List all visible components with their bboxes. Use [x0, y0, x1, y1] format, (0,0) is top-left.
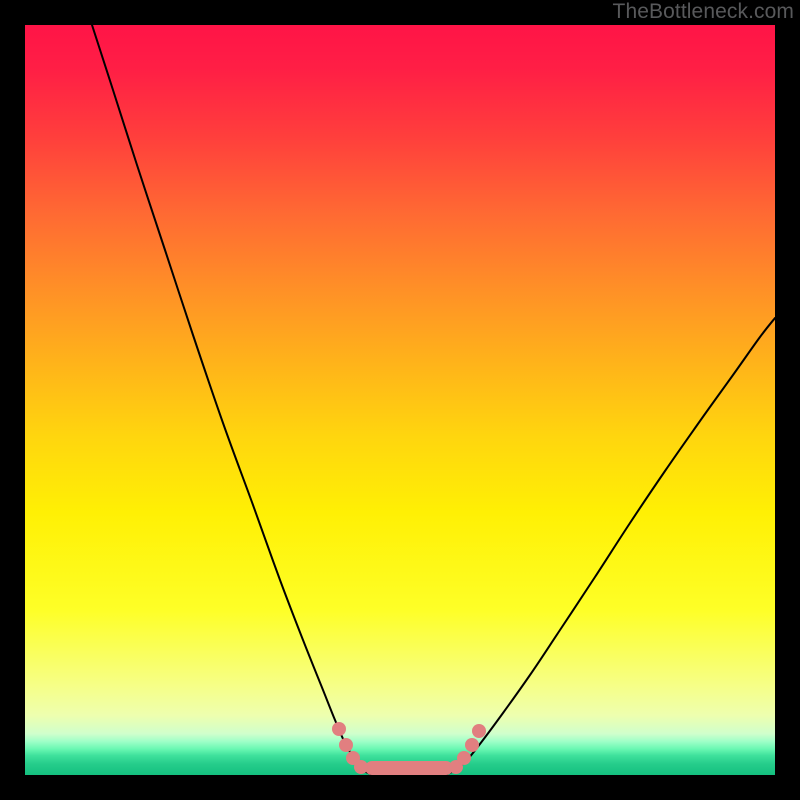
highlight-dot-right [457, 751, 471, 765]
highlight-dot-left [332, 722, 346, 736]
highlight-dot-right [465, 738, 479, 752]
plot-svg [25, 25, 775, 775]
gradient-background [25, 25, 775, 775]
chart-frame: TheBottleneck.com [0, 0, 800, 800]
highlight-dot-left [339, 738, 353, 752]
highlight-dot-left [354, 760, 368, 774]
highlight-dot-right [472, 724, 486, 738]
optimal-zone-bar [365, 761, 453, 775]
plot-area [25, 25, 775, 775]
watermark-text: TheBottleneck.com [613, 0, 794, 24]
